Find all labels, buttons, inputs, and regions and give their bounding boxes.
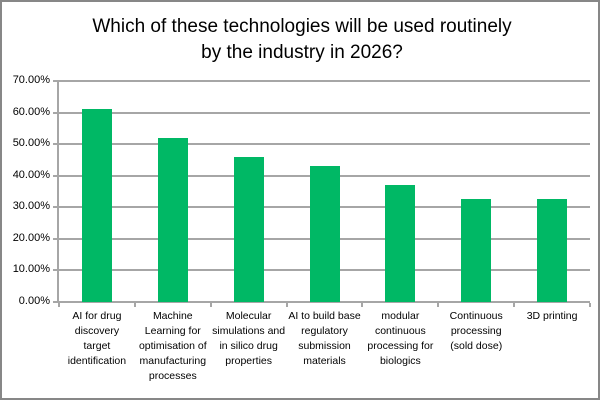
- x-axis-line: [59, 301, 590, 303]
- x-axis-labels: AI for drug discovery target identificat…: [59, 309, 590, 384]
- y-axis-tick-label: 10.00%: [12, 263, 50, 276]
- chart-title: Which of these technologies will be used…: [92, 16, 512, 63]
- bar-5: [385, 185, 415, 302]
- y-axis-tick: [53, 174, 59, 177]
- x-axis-tick: [134, 303, 136, 307]
- y-axis-tick: [53, 111, 59, 114]
- bar-1: [82, 109, 112, 302]
- x-axis-tick: [286, 303, 288, 307]
- y-axis-tick-label: 40.00%: [12, 168, 50, 181]
- x-axis-label-1: AI for drug discovery target identificat…: [67, 310, 127, 367]
- x-axis-tick: [437, 303, 439, 307]
- bar-6: [461, 199, 491, 302]
- bar-3: [234, 157, 264, 302]
- y-axis-tick-label: 0.00%: [18, 295, 50, 307]
- gridline: [59, 111, 590, 114]
- bar-7: [537, 199, 567, 302]
- x-axis-tick: [361, 303, 363, 307]
- y-axis-tick: [53, 237, 59, 240]
- x-axis-label-5: modular continuous processing for biolog…: [367, 310, 434, 367]
- x-axis-label-4: AI to build base regulatory submission m…: [288, 310, 361, 367]
- bar-2: [158, 138, 188, 302]
- y-axis-line: [57, 80, 59, 303]
- y-axis-tick-label: 30.00%: [12, 200, 50, 213]
- gridline: [59, 143, 590, 146]
- x-axis-label-6: Continuous processing (sold dose): [449, 310, 503, 352]
- x-axis-tick: [58, 303, 60, 307]
- x-axis-label-7: 3D printing: [526, 310, 578, 322]
- y-axis-tick-label: 50.00%: [12, 137, 50, 150]
- y-axis-tick: [53, 143, 59, 146]
- y-axis-tick: [53, 80, 59, 82]
- bar-4: [310, 166, 340, 302]
- y-axis-tick-label: 70.00%: [12, 74, 50, 86]
- y-axis-tick-label: 20.00%: [12, 231, 50, 244]
- x-axis-tick: [513, 303, 515, 307]
- x-axis-label-3: Molecular simulations and in silico drug…: [212, 310, 286, 367]
- x-axis-tick: [589, 303, 591, 307]
- x-axis-tick: [210, 303, 212, 307]
- y-axis-tick: [53, 269, 59, 272]
- x-axis-label-2: Machine Learning for optimisation of man…: [138, 310, 207, 382]
- gridline: [59, 80, 590, 82]
- y-axis-tick-label: 60.00%: [12, 105, 50, 118]
- y-axis-tick: [53, 206, 59, 209]
- y-axis-tick: [53, 301, 59, 303]
